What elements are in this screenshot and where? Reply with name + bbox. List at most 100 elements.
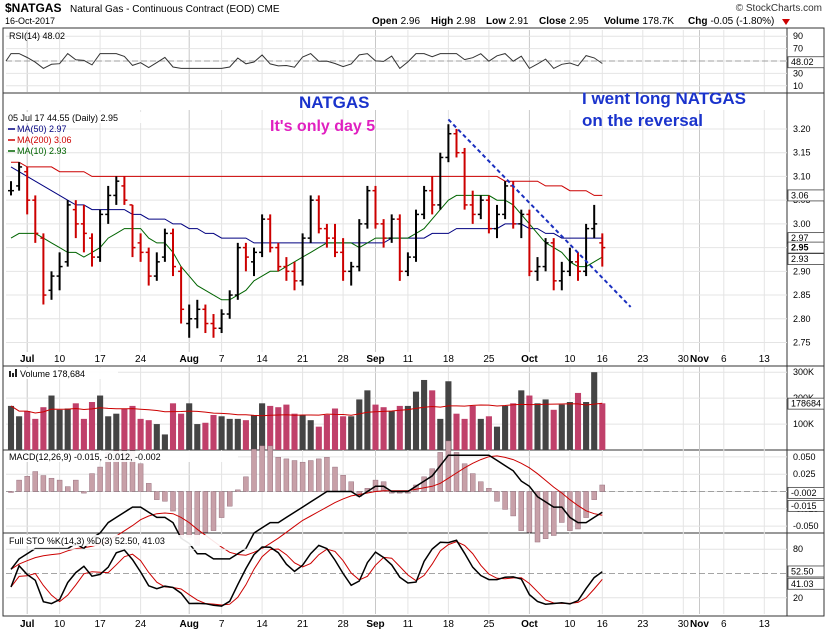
macd-histogram-bar — [24, 476, 30, 492]
macd-histogram-bar — [316, 458, 322, 492]
x-tick-label: 28 — [338, 619, 350, 630]
x-tick-label: 24 — [135, 619, 147, 630]
volume-bar — [372, 404, 379, 450]
volume-bar — [356, 399, 363, 450]
x-tick-label: 30 — [678, 354, 690, 365]
quote-field: Low 2.91 — [486, 16, 529, 27]
macd-histogram-bar — [291, 460, 298, 492]
volume-bar — [226, 418, 233, 450]
macd-histogram-bar — [145, 483, 152, 492]
legend-item: MA(50) 2.97 — [17, 124, 67, 134]
value-tag-text: 3.06 — [791, 190, 809, 200]
macd-histogram-bar — [48, 477, 55, 492]
value-tag — [787, 486, 825, 499]
price-bar — [566, 247, 573, 277]
x-tick-label: 11 — [403, 619, 414, 630]
x-tick-label: 30 — [678, 619, 690, 630]
price-bar — [502, 181, 509, 220]
volume-bar — [315, 426, 322, 450]
quote-row: Open 2.96 High 2.98 Low 2.91 Close 2.95 Volume 17… — [372, 16, 790, 27]
y-tick-label: 10 — [793, 81, 803, 91]
x-tick-label: 18 — [443, 354, 455, 365]
x-tick-label: 6 — [721, 354, 727, 365]
macd-histogram-bar — [575, 491, 581, 530]
volume-bar — [64, 408, 71, 450]
price-bar — [307, 195, 314, 243]
price-bar — [510, 181, 517, 229]
volume-bar — [599, 403, 606, 450]
y-tick-label: 70 — [793, 44, 803, 54]
macd-histogram-bar — [324, 457, 330, 492]
macd-histogram-bar — [421, 476, 427, 492]
volume-bar — [186, 403, 193, 450]
price-bar — [32, 195, 39, 243]
volume-bar — [145, 420, 152, 450]
quote-field: Open 2.96 — [372, 16, 420, 27]
quote-label: Close — [539, 16, 567, 27]
x-tick-label: Nov — [690, 354, 709, 365]
watermark: © StockCharts.com — [736, 3, 822, 14]
x-tick-label: Jul — [20, 354, 35, 365]
macd-histogram-bar — [348, 481, 354, 492]
price-bar — [202, 304, 209, 334]
macd-histogram-bar — [437, 452, 443, 492]
ma50-line — [10, 166, 603, 244]
value-tag-text: 2.95 — [791, 243, 809, 253]
macd-histogram-bar — [121, 450, 128, 492]
volume-bar — [566, 402, 573, 450]
x-tick-label: 13 — [759, 354, 771, 365]
price-bar — [40, 233, 47, 305]
volume-bar — [178, 413, 185, 450]
volume-bar — [7, 405, 15, 450]
value-tag-text: 48.02 — [791, 57, 814, 67]
price-bar — [404, 252, 411, 277]
x-tick-label: 17 — [95, 619, 107, 630]
quote-value: 2.96 — [401, 16, 421, 27]
price-bar — [234, 242, 241, 300]
legend-item: MA(10) 2.93 — [17, 146, 67, 156]
x-tick-label: 17 — [95, 354, 107, 365]
macd-histogram-bar — [259, 445, 265, 492]
ma200-line — [11, 161, 603, 196]
volume-bar — [24, 411, 31, 450]
macd-histogram-bar — [251, 448, 257, 492]
volume-bar — [16, 416, 23, 450]
volume-bar — [129, 405, 136, 450]
volume-bar — [331, 408, 339, 450]
macd-histogram-bar — [56, 479, 63, 492]
volume-icon — [9, 369, 17, 377]
volume-bar — [591, 372, 598, 450]
x-tick-label: 7 — [219, 619, 225, 630]
macd-histogram-bar — [340, 474, 346, 492]
value-tag-text: 52.50 — [791, 566, 814, 576]
y-tick-label: 3.20 — [793, 124, 811, 134]
price-bar — [56, 252, 63, 291]
macd-histogram-bar — [64, 486, 71, 492]
volume-bar — [550, 409, 557, 450]
y-tick-label: 3.15 — [793, 148, 811, 158]
macd-histogram-bar — [137, 463, 144, 492]
price-bar — [461, 147, 468, 210]
chart-frame — [2, 27, 825, 617]
x-tick-label: 14 — [257, 354, 269, 365]
volume-bar — [161, 434, 168, 450]
y-tick-label: 20 — [793, 593, 803, 603]
price-bar — [16, 162, 23, 191]
quote-value: 2.91 — [509, 16, 529, 27]
volume-bar — [502, 405, 509, 450]
volume-bar — [526, 395, 533, 450]
volume-bar — [267, 405, 274, 450]
price-bar — [477, 195, 484, 220]
annotation-subtitle: It's only day 5 — [270, 118, 375, 135]
macd-histogram-bar — [486, 488, 492, 492]
price-bar — [356, 219, 363, 272]
price-bar — [348, 261, 355, 286]
volume-panel-title: Volume 178,684 — [20, 369, 85, 379]
quote-label: Chg — [688, 16, 707, 27]
x-tick-label: 25 — [483, 619, 495, 630]
price-bar — [599, 233, 606, 267]
price-bar — [437, 152, 444, 210]
